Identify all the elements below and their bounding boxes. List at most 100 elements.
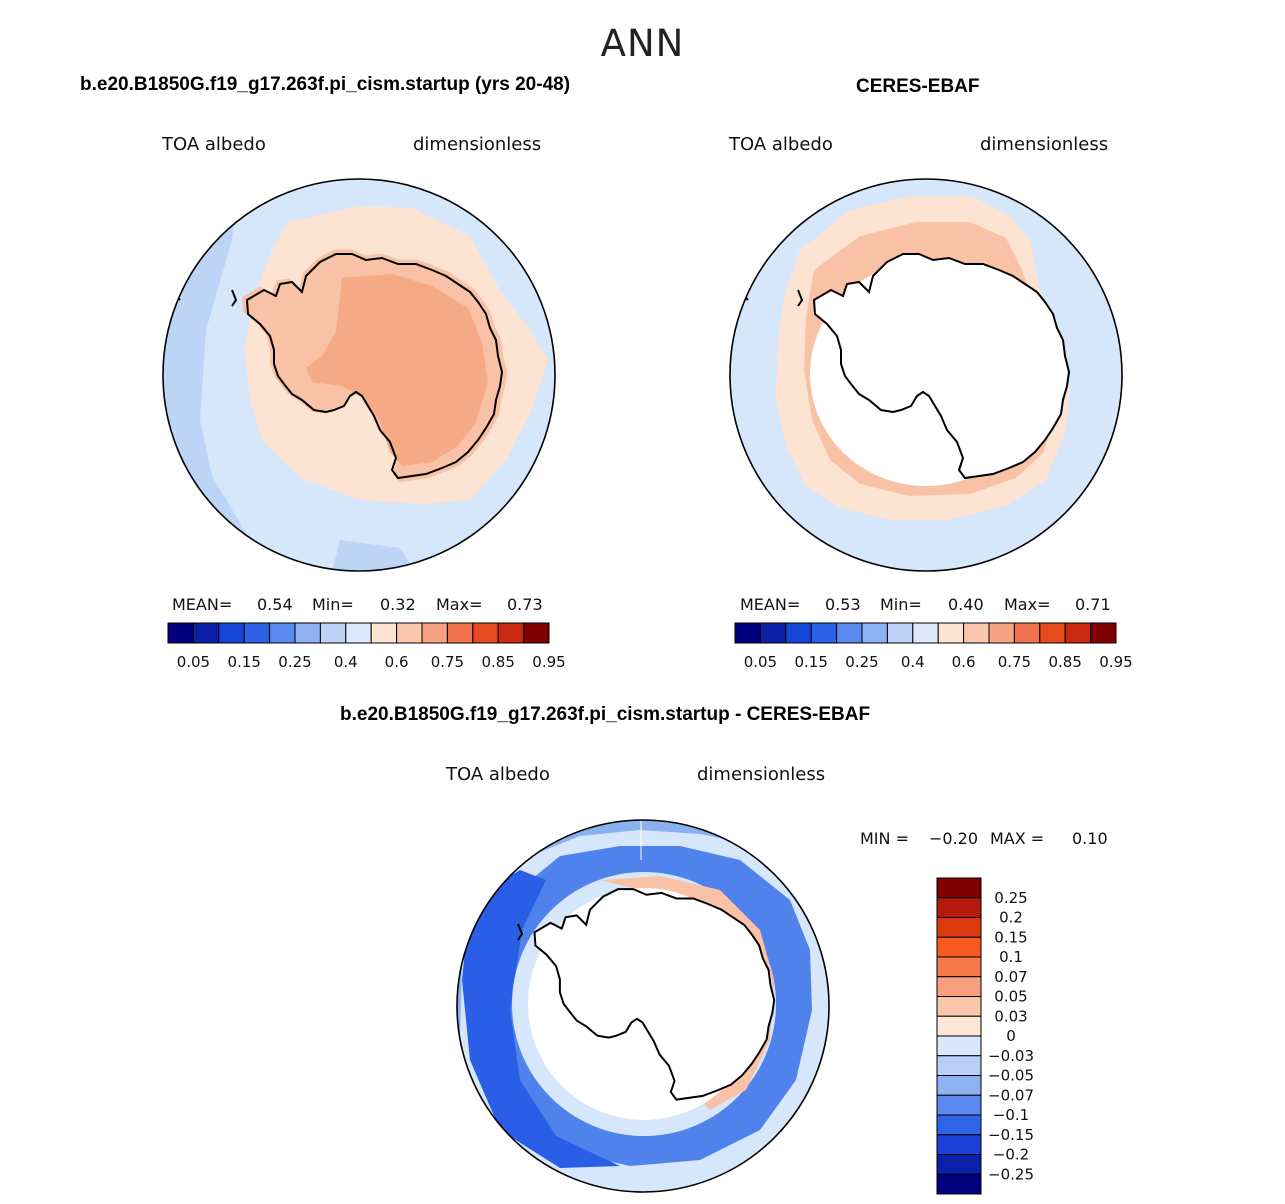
model-colorbar-box: [345, 622, 372, 644]
obs-colorbar-box: [785, 622, 812, 644]
diff-colorbar-box: [936, 877, 982, 899]
obs-colorbar-box: [886, 622, 914, 644]
model-max-label: Max=: [436, 595, 483, 614]
model-colorbar-box: [497, 622, 525, 644]
obs-colorbar-box: [861, 622, 888, 644]
obs-colorbar-box: [734, 622, 761, 644]
obs-units-label: dimensionless: [980, 134, 1109, 155]
diff-colorbar-tick-label: −0.25: [988, 1165, 1034, 1183]
diff-colorbar-tick-label: −0.05: [988, 1067, 1034, 1085]
diff-colorbar-tick-label: 0.15: [994, 928, 1027, 946]
obs-mean-value: 0.53: [825, 595, 861, 614]
model-mean-value: 0.54: [257, 595, 293, 614]
obs-colorbar-box: [1064, 622, 1092, 644]
obs-colorbar-box: [937, 622, 965, 644]
obs-colorbar-tick-label: 0.4: [901, 653, 925, 671]
diff-variable-label: TOA albedo: [446, 764, 550, 785]
model-map-border: [162, 178, 556, 572]
diff-panel-title: b.e20.B1850G.f19_g17.263f.pi_cism.startu…: [340, 704, 871, 725]
diff-colorbar-box: [936, 1035, 982, 1057]
model-colorbar-tick-label: 0.6: [385, 653, 409, 671]
diff-colorbar-box: [936, 1055, 982, 1076]
diff-colorbar-tick-label: 0: [1006, 1027, 1016, 1045]
model-colorbar-box: [446, 622, 474, 644]
obs-mean-label: MEAN=: [740, 595, 801, 614]
model-variable-label: TOA albedo: [162, 134, 266, 155]
diff-colorbar-tick-label: −0.1: [993, 1106, 1029, 1124]
diff-colorbar-box: [936, 956, 982, 978]
obs-colorbar-tick-label: 0.6: [952, 653, 976, 671]
diff-colorbar-box: [936, 897, 982, 918]
model-colorbar-box: [294, 622, 321, 644]
diff-max-value: 0.10: [1072, 829, 1108, 848]
obs-colorbar-box: [963, 622, 990, 644]
obs-min-label: Min=: [880, 595, 922, 614]
diff-colorbar-tick-label: −0.03: [988, 1047, 1034, 1065]
diff-max-label: MAX =: [990, 829, 1045, 848]
diff-colorbar-tick-label: −0.07: [988, 1086, 1034, 1104]
obs-colorbar-box: [988, 622, 1015, 644]
model-units-label: dimensionless: [413, 134, 542, 155]
obs-colorbar-box: [1039, 622, 1066, 644]
diff-colorbar-tick-label: 0.25: [994, 889, 1027, 907]
model-mean-label: MEAN=: [172, 595, 233, 614]
model-colorbar-box: [192, 622, 220, 644]
diff-colorbar-box: [936, 1094, 982, 1116]
obs-colorbar-box: [1013, 622, 1041, 644]
model-colorbar-box: [218, 622, 245, 644]
diff-colorbar-tick-label: 0.1: [999, 948, 1023, 966]
obs-map: [730, 179, 1122, 571]
model-colorbar-box: [472, 622, 499, 644]
diff-colorbar-box: [936, 996, 982, 1017]
diff-map: [457, 820, 829, 1192]
model-colorbar-box: [370, 622, 398, 644]
diff-colorbar-box: [936, 1154, 982, 1175]
diff-map-border: [456, 819, 830, 1193]
model-min-value: 0.32: [380, 595, 416, 614]
model-min-label: Min=: [312, 595, 354, 614]
diff-colorbar-box: [936, 917, 982, 938]
obs-panel-title: CERES-EBAF: [856, 76, 980, 97]
model-colorbar-tick-label: 0.75: [431, 653, 464, 671]
model-colorbar-tick-label: 0.85: [481, 653, 514, 671]
model-colorbar-box: [421, 622, 448, 644]
model-colorbar-box: [167, 622, 194, 644]
obs-colorbar-box: [912, 622, 939, 644]
diff-colorbar-box: [936, 1075, 982, 1096]
obs-colorbar: 0.05 0.15 0.25 0.4 0.6 0.75 0.85 0.95: [734, 622, 1133, 671]
obs-colorbar-box: [759, 622, 787, 644]
model-colorbar-box: [243, 622, 271, 644]
diff-colorbar-tick-label: 0.03: [994, 1007, 1027, 1025]
obs-max-value: 0.71: [1075, 595, 1111, 614]
model-colorbar-tick-label: 0.25: [278, 653, 311, 671]
obs-map-border: [729, 178, 1123, 572]
obs-colorbar-tick-label: 0.85: [1048, 653, 1081, 671]
diff-min-value: −0.20: [929, 829, 979, 848]
model-max-value: 0.73: [507, 595, 543, 614]
diff-colorbar-box: [936, 1173, 982, 1195]
diff-colorbar: 0.250.20.150.10.070.050.030−0.03−0.05−0.…: [936, 877, 1034, 1195]
obs-colorbar-tick-label: 0.75: [998, 653, 1031, 671]
page-title: ANN: [600, 22, 685, 65]
model-panel-title: b.e20.B1850G.f19_g17.263f.pi_cism.startu…: [80, 74, 571, 95]
obs-max-label: Max=: [1004, 595, 1051, 614]
obs-variable-label: TOA albedo: [729, 134, 833, 155]
obs-min-value: 0.40: [948, 595, 984, 614]
diff-colorbar-tick-label: −0.2: [993, 1146, 1029, 1164]
model-colorbar-tick-label: 0.15: [227, 653, 260, 671]
diff-colorbar-box: [936, 1114, 982, 1136]
diff-colorbar-tick-label: −0.15: [988, 1126, 1034, 1144]
model-colorbar-box: [319, 622, 347, 644]
diff-colorbar-box: [936, 1015, 982, 1037]
diff-colorbar-tick-label: 0.07: [994, 968, 1027, 986]
model-colorbar: 0.05 0.15 0.25 0.4 0.6 0.75 0.85 0.95: [167, 622, 566, 671]
obs-colorbar-box: [1090, 622, 1117, 644]
model-colorbar-box: [396, 622, 423, 644]
diff-colorbar-tick-label: 0.2: [999, 909, 1023, 927]
diff-units-label: dimensionless: [697, 764, 826, 785]
model-colorbar-box: [523, 622, 550, 644]
diff-colorbar-box: [936, 936, 982, 958]
obs-colorbar-tick-label: 0.15: [794, 653, 827, 671]
diff-colorbar-tick-label: 0.05: [994, 988, 1027, 1006]
